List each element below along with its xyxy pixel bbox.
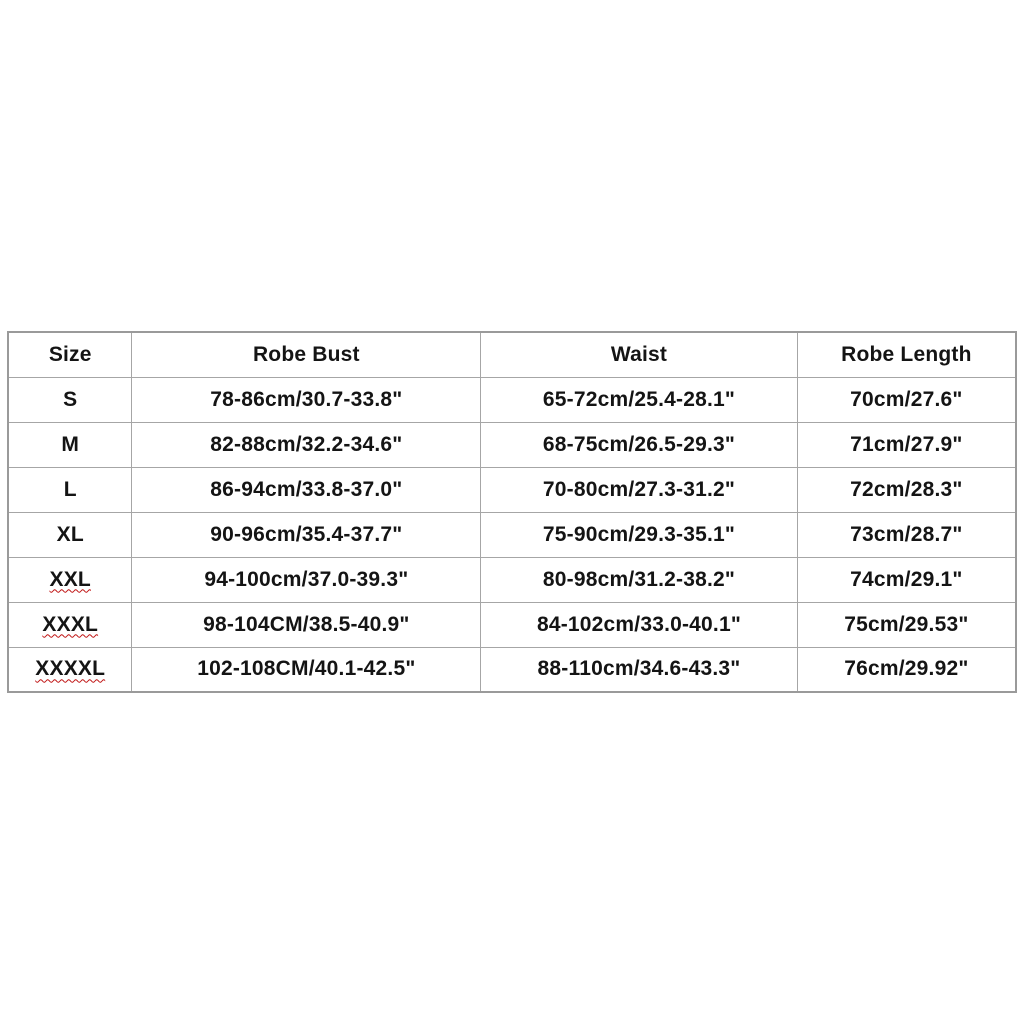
size-cell: L [7, 466, 133, 513]
robe-bust-cell: 86-94cm/33.8-37.0" [131, 466, 482, 513]
column-header-size: Size [7, 331, 133, 378]
waist-cell: 88-110cm/34.6-43.3" [480, 646, 798, 693]
size-chart: Size Robe Bust Waist Robe Length S 78-86… [7, 331, 1017, 693]
column-header-robe-bust: Robe Bust [131, 331, 482, 378]
table-row: XXL 94-100cm/37.0-39.3" 80-98cm/31.2-38.… [7, 556, 1017, 603]
robe-length-cell: 71cm/27.9" [796, 421, 1017, 468]
size-chart-table: Size Robe Bust Waist Robe Length S 78-86… [7, 331, 1017, 693]
size-cell: XL [7, 511, 133, 558]
table-row: L 86-94cm/33.8-37.0" 70-80cm/27.3-31.2" … [7, 466, 1017, 513]
table-row: XXXL 98-104CM/38.5-40.9" 84-102cm/33.0-4… [7, 601, 1017, 648]
waist-cell: 68-75cm/26.5-29.3" [480, 421, 798, 468]
robe-length-cell: 72cm/28.3" [796, 466, 1017, 513]
size-label: XXXXL [35, 657, 106, 681]
waist-cell: 65-72cm/25.4-28.1" [480, 376, 798, 423]
header-row: Size Robe Bust Waist Robe Length [7, 331, 1017, 378]
table-row: XXXXL 102-108CM/40.1-42.5" 88-110cm/34.6… [7, 646, 1017, 693]
size-cell: S [7, 376, 133, 423]
robe-bust-cell: 94-100cm/37.0-39.3" [131, 556, 482, 603]
robe-length-cell: 70cm/27.6" [796, 376, 1017, 423]
robe-bust-cell: 98-104CM/38.5-40.9" [131, 601, 482, 648]
size-label: M [61, 432, 80, 456]
robe-bust-cell: 78-86cm/30.7-33.8" [131, 376, 482, 423]
robe-bust-cell: 82-88cm/32.2-34.6" [131, 421, 482, 468]
size-cell: XXL [7, 556, 133, 603]
robe-bust-cell: 102-108CM/40.1-42.5" [131, 646, 482, 693]
size-label: XXXL [42, 612, 99, 636]
size-cell: XXXXL [7, 646, 133, 693]
size-label: L [63, 477, 77, 501]
robe-length-cell: 75cm/29.53" [796, 601, 1017, 648]
waist-cell: 84-102cm/33.0-40.1" [480, 601, 798, 648]
table-row: XL 90-96cm/35.4-37.7" 75-90cm/29.3-35.1"… [7, 511, 1017, 558]
size-label: S [63, 387, 78, 411]
size-cell: M [7, 421, 133, 468]
robe-length-cell: 76cm/29.92" [796, 646, 1017, 693]
size-label: XXL [49, 567, 91, 591]
column-header-waist: Waist [480, 331, 798, 378]
waist-cell: 80-98cm/31.2-38.2" [480, 556, 798, 603]
robe-bust-cell: 90-96cm/35.4-37.7" [131, 511, 482, 558]
waist-cell: 70-80cm/27.3-31.2" [480, 466, 798, 513]
table-row: M 82-88cm/32.2-34.6" 68-75cm/26.5-29.3" … [7, 421, 1017, 468]
column-header-robe-length: Robe Length [796, 331, 1017, 378]
size-label: XL [56, 522, 84, 546]
size-cell: XXXL [7, 601, 133, 648]
robe-length-cell: 73cm/28.7" [796, 511, 1017, 558]
table-row: S 78-86cm/30.7-33.8" 65-72cm/25.4-28.1" … [7, 376, 1017, 423]
waist-cell: 75-90cm/29.3-35.1" [480, 511, 798, 558]
robe-length-cell: 74cm/29.1" [796, 556, 1017, 603]
